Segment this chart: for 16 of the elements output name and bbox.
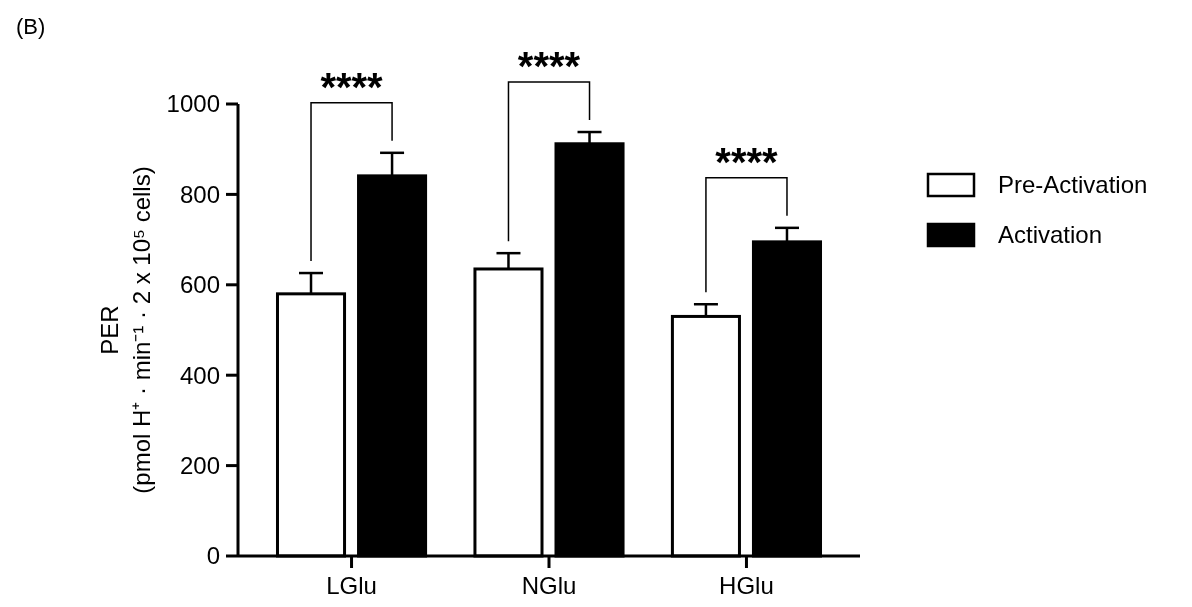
annotation: **** [715, 139, 779, 184]
y-tick-label: 400 [179, 361, 220, 389]
legend-label: Pre-Activation [998, 171, 1148, 199]
annotation: **** [320, 64, 384, 109]
y-tick-label: 200 [179, 452, 220, 479]
y-tick-label: 800 [179, 180, 220, 208]
legend-label: Activation [998, 221, 1103, 249]
x-tick-label: HGlu [719, 572, 774, 599]
y-axis-title: PER (pmol H⁺ · min⁻¹ · 2 x 10⁵ cells) [96, 166, 155, 494]
y-tick-label: 600 [179, 271, 220, 299]
text: (B) [16, 14, 46, 39]
text: **** [517, 44, 581, 89]
x-tick-label: NGlu [521, 572, 577, 599]
x-tick-label: LGlu [326, 572, 377, 599]
y-tick-label: 0 [206, 542, 220, 570]
y-tick-label: 1000 [166, 90, 220, 118]
